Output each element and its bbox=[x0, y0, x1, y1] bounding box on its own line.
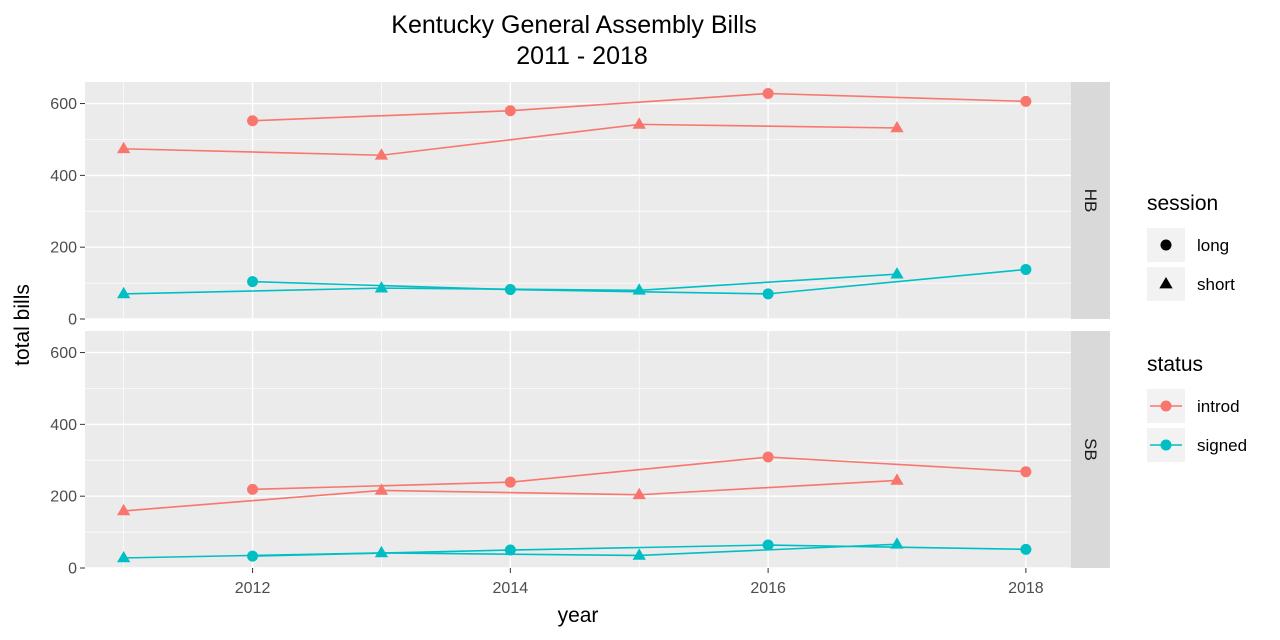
series-line-signed-short bbox=[123, 273, 898, 295]
data-point-introd-long bbox=[247, 483, 259, 495]
y-axis-title: total bills bbox=[11, 284, 34, 366]
x-tick-label: 2018 bbox=[1008, 580, 1044, 597]
series-line-introd-short bbox=[123, 123, 898, 157]
data-point-signed-long bbox=[1020, 543, 1032, 555]
data-point-introd-short bbox=[632, 117, 646, 129]
legend-key-marker bbox=[1159, 277, 1173, 289]
y-tick-label: 400 bbox=[50, 168, 77, 185]
data-point-signed-short bbox=[890, 537, 904, 549]
series-line-signed-short bbox=[123, 543, 898, 559]
facet-strip-label: HB bbox=[1081, 189, 1100, 213]
y-tick-label: 200 bbox=[50, 489, 77, 506]
y-tick-label: 0 bbox=[68, 561, 77, 578]
facet-panels: 0 200 400 600 HB 0 200 400 600 SB 2012 2014 2016 2018 bbox=[50, 82, 1110, 597]
data-point-signed-short bbox=[374, 281, 389, 293]
legend-entry-label: long bbox=[1197, 236, 1229, 255]
data-point-signed-short bbox=[117, 286, 131, 299]
legend-status: status introd signed bbox=[1147, 353, 1247, 462]
data-point-signed-short bbox=[632, 548, 646, 560]
data-point-introd-long bbox=[504, 105, 516, 117]
data-point-introd-short bbox=[890, 473, 904, 485]
x-axis-title: year bbox=[558, 604, 599, 627]
chart-title-line-1: Kentucky General Assembly Bills bbox=[391, 11, 756, 39]
data-point-introd-short bbox=[117, 141, 131, 154]
legend-title: status bbox=[1147, 353, 1203, 376]
panel-background bbox=[85, 82, 1071, 319]
data-point-signed-long bbox=[762, 288, 774, 300]
facet-panel-hb: 0 200 400 600 HB bbox=[50, 82, 1110, 329]
series-line-introd-short bbox=[123, 479, 898, 512]
panel-background bbox=[85, 331, 1071, 568]
y-tick-label: 600 bbox=[50, 345, 77, 362]
x-tick-label: 2016 bbox=[750, 580, 786, 597]
data-point-introd-long bbox=[504, 476, 516, 488]
data-point-signed-short bbox=[890, 267, 904, 279]
data-point-signed-short bbox=[117, 550, 131, 563]
legend-title: session bbox=[1147, 192, 1218, 215]
legend-key-marker bbox=[1160, 400, 1172, 412]
x-tick-label: 2014 bbox=[493, 580, 529, 597]
facet-strip-label: SB bbox=[1081, 438, 1100, 461]
legend: session long short status introd signed bbox=[1147, 192, 1247, 462]
data-point-signed-long bbox=[247, 276, 259, 288]
y-tick-label: 400 bbox=[50, 417, 77, 434]
y-tick-label: 600 bbox=[50, 96, 77, 113]
legend-entry-label: signed bbox=[1197, 436, 1247, 455]
data-point-introd-short bbox=[890, 120, 904, 133]
data-point-signed-short bbox=[632, 283, 646, 295]
y-tick-label: 200 bbox=[50, 240, 77, 257]
data-point-introd-short bbox=[374, 483, 389, 495]
x-tick-label: 2012 bbox=[235, 580, 271, 597]
facet-strip bbox=[1071, 82, 1110, 319]
data-point-signed-long bbox=[504, 544, 516, 556]
data-point-introd-short bbox=[374, 148, 389, 160]
series-line-introd-long bbox=[252, 92, 1026, 122]
chart-title-line-2: 2011 - 2018 bbox=[516, 42, 648, 70]
legend-entry-label: short bbox=[1197, 275, 1235, 294]
legend-session: session long short bbox=[1147, 192, 1235, 301]
data-point-signed-long bbox=[762, 539, 774, 551]
legend-entry-label: introd bbox=[1197, 397, 1240, 416]
y-tick-label: 0 bbox=[68, 312, 77, 329]
data-point-introd-short bbox=[117, 503, 131, 516]
data-point-introd-long bbox=[1020, 466, 1032, 478]
legend-key-marker bbox=[1160, 439, 1172, 451]
data-point-introd-long bbox=[762, 451, 774, 463]
data-point-signed-short bbox=[374, 545, 389, 558]
facet-panel-sb: 0 200 400 600 SB bbox=[50, 331, 1110, 578]
data-point-introd-short bbox=[632, 487, 646, 500]
data-point-signed-long bbox=[1020, 263, 1032, 275]
legend-key-marker bbox=[1160, 239, 1172, 251]
data-point-introd-long bbox=[762, 87, 774, 99]
data-point-introd-long bbox=[247, 115, 259, 127]
facet-strip bbox=[1071, 331, 1110, 568]
data-point-introd-long bbox=[1020, 95, 1032, 107]
